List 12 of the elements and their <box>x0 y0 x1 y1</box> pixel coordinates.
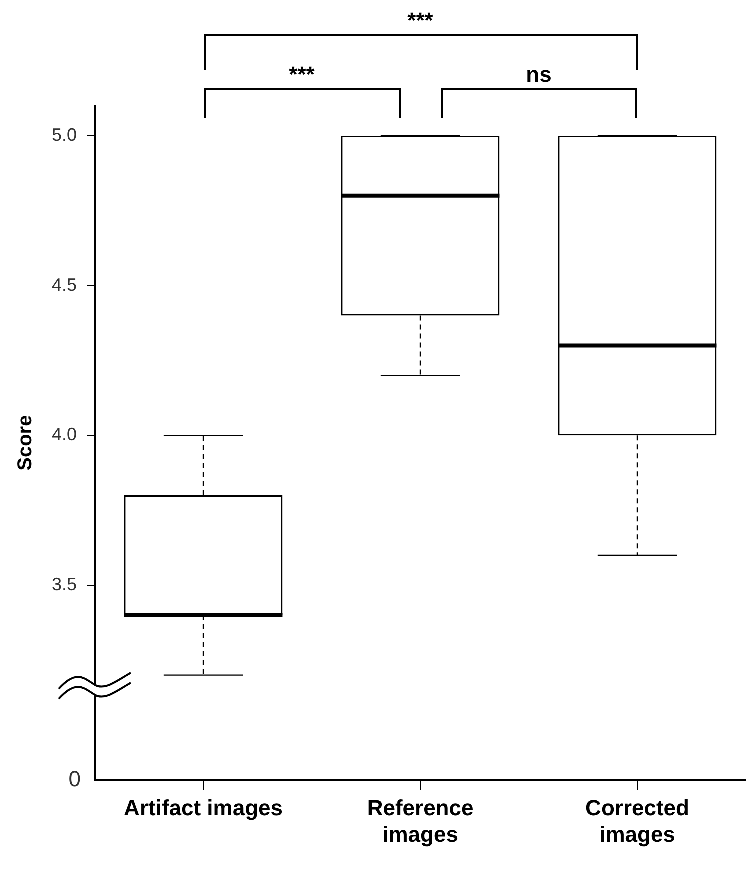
text: *** <box>289 62 315 88</box>
x-tick-label: Artifact images <box>124 795 283 820</box>
text: *** <box>408 8 434 34</box>
text: 0 <box>68 766 82 792</box>
y-tick-label: 5.0 <box>52 124 78 145</box>
text: ns <box>526 62 552 88</box>
y-tick-label: 4.5 <box>52 274 78 295</box>
y-axis-title: Score <box>14 415 37 471</box>
x-tick-label: Corrected images <box>586 795 690 847</box>
x-tick-label: Reference images <box>367 795 474 847</box>
y-tick-label: 3.5 <box>52 574 78 594</box>
y-tick-label: 4.0 <box>52 424 78 445</box>
